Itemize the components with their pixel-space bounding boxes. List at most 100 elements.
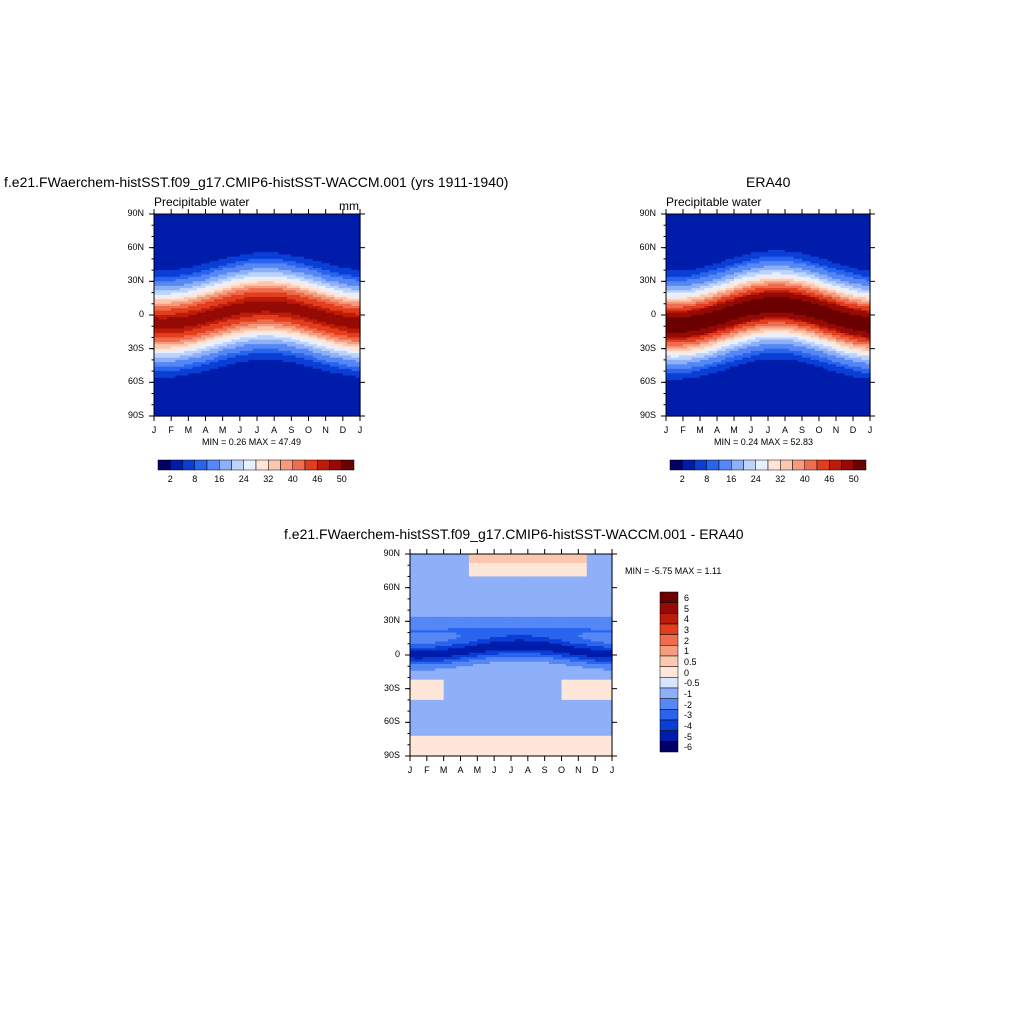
field-cell [188,299,194,303]
field-cell [252,281,258,285]
field-cell [205,332,211,336]
field-cell [865,238,871,242]
field-cell [244,382,250,386]
field-cell [338,245,344,249]
field-cell [355,234,361,238]
colorbar-swatch [341,459,355,471]
field-cell [192,411,198,415]
field-cell [222,391,228,395]
field-cell [278,252,284,255]
field-cell [291,389,297,392]
field-cell [218,238,224,242]
field-cell [317,310,322,314]
field-cell [840,229,846,233]
field-cell [214,279,219,282]
field-cell [218,348,224,352]
field-cell [295,395,301,399]
field-cell [205,281,211,285]
field-cell [338,222,344,226]
field-cell [196,256,202,260]
field-cell [235,398,241,401]
field-cell [201,214,207,217]
field-cell [244,400,250,404]
field-cell [347,292,353,296]
field-cell [347,357,353,361]
field-cell [179,292,185,296]
field-cell [810,231,816,235]
field-cell [154,256,159,260]
field-cell [175,393,181,397]
field-cell [188,220,194,224]
field-cell [746,222,752,226]
field-cell [175,240,181,244]
field-cell [274,294,280,298]
field-cell [299,323,305,327]
field-cell [355,359,361,363]
field-cell [802,214,807,217]
field-cell [304,297,310,300]
field-cell [317,308,322,312]
field-cell [252,357,258,361]
field-cell [291,214,297,217]
field-cell [222,308,228,312]
field-cell [274,283,280,287]
field-cell [209,375,215,379]
field-cell [721,220,727,224]
field-cell [299,234,305,238]
field-cell [244,214,250,217]
panel1-colorbar [157,459,355,471]
field-cell [235,357,241,361]
field-cell [222,290,228,294]
field-cell [231,263,237,267]
field-cell [248,413,254,417]
field-cell [239,308,245,312]
field-cell [205,366,211,370]
field-cell [287,337,292,341]
field-cell [175,344,181,348]
field-cell [848,229,854,233]
field-cell [231,297,237,300]
field-cell [252,353,258,356]
field-cell [226,285,232,289]
field-cell [347,382,353,386]
field-cell [171,377,177,381]
field-cell [312,276,318,280]
field-cell [231,373,237,377]
field-cell [265,256,271,260]
field-cell [218,344,224,348]
field-cell [338,218,344,222]
field-cell [171,348,177,352]
field-cell [308,290,314,294]
field-cell [308,350,314,354]
field-cell [184,254,189,258]
field-cell [235,411,241,415]
field-cell [162,339,168,343]
field-cell [171,380,177,383]
field-cell [819,216,824,220]
field-cell [184,256,189,260]
field-cell [278,234,284,238]
field-cell [355,261,361,264]
field-cell [205,337,211,341]
field-cell [772,220,778,224]
field-cell [304,270,310,273]
field-cell [325,389,331,392]
field-cell [209,411,215,415]
field-cell [325,362,331,365]
field-cell [836,238,841,242]
field-cell [154,281,159,285]
field-cell [304,375,310,379]
field-cell [347,355,353,359]
field-cell [214,222,219,226]
field-cell [239,227,245,231]
field-cell [231,382,237,386]
field-cell [278,247,284,251]
field-cell [184,359,189,363]
field-cell [308,270,314,273]
field-cell [201,328,207,332]
field-cell [666,240,671,244]
field-cell [239,357,245,361]
field-cell [291,328,297,332]
field-cell [257,214,262,217]
field-cell [274,290,280,294]
